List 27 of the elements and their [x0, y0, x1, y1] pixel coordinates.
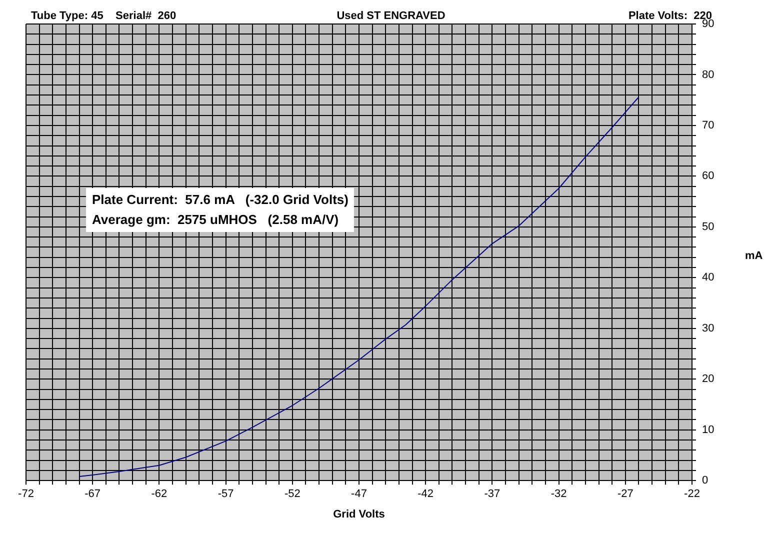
x-tick-label: -32: [550, 488, 567, 500]
x-tick-label: -27: [617, 488, 634, 500]
x-tick-label: -57: [218, 488, 234, 500]
annotation: Average gm: 2575 uMHOS (2.58 mA/V): [92, 212, 339, 227]
x-axis-title: Grid Volts: [333, 508, 385, 520]
chart-subtitle: Used ST ENGRAVED: [336, 10, 446, 22]
x-tick-label: -42: [418, 488, 434, 500]
y-tick-label: 40: [702, 272, 714, 284]
x-tick-label: -72: [18, 488, 34, 500]
x-tick-label: -37: [484, 488, 500, 500]
x-tick-label: -62: [151, 488, 168, 500]
x-tick-label: -52: [284, 488, 300, 500]
y-tick-label: 90: [702, 18, 714, 30]
annotation: Plate Current: 57.6 mA (-32.0 Grid Volts): [92, 192, 348, 207]
y-axis-title: mA: [745, 250, 763, 262]
y-tick-label: 60: [702, 170, 714, 182]
chart-title: Tube Type: 45 Serial# 260: [31, 10, 176, 22]
y-tick-label: 30: [702, 322, 714, 334]
y-tick-label: 70: [702, 120, 714, 132]
x-tick-label: -67: [84, 488, 101, 500]
y-tick-label: 20: [702, 373, 714, 386]
x-tick-label: -22: [684, 488, 700, 500]
y-tick-label: 0: [702, 474, 708, 487]
y-tick-label: 80: [702, 68, 714, 81]
y-tick-label: 50: [702, 220, 714, 233]
x-tick-label: -47: [351, 488, 367, 500]
y-tick-label: 10: [702, 424, 714, 436]
